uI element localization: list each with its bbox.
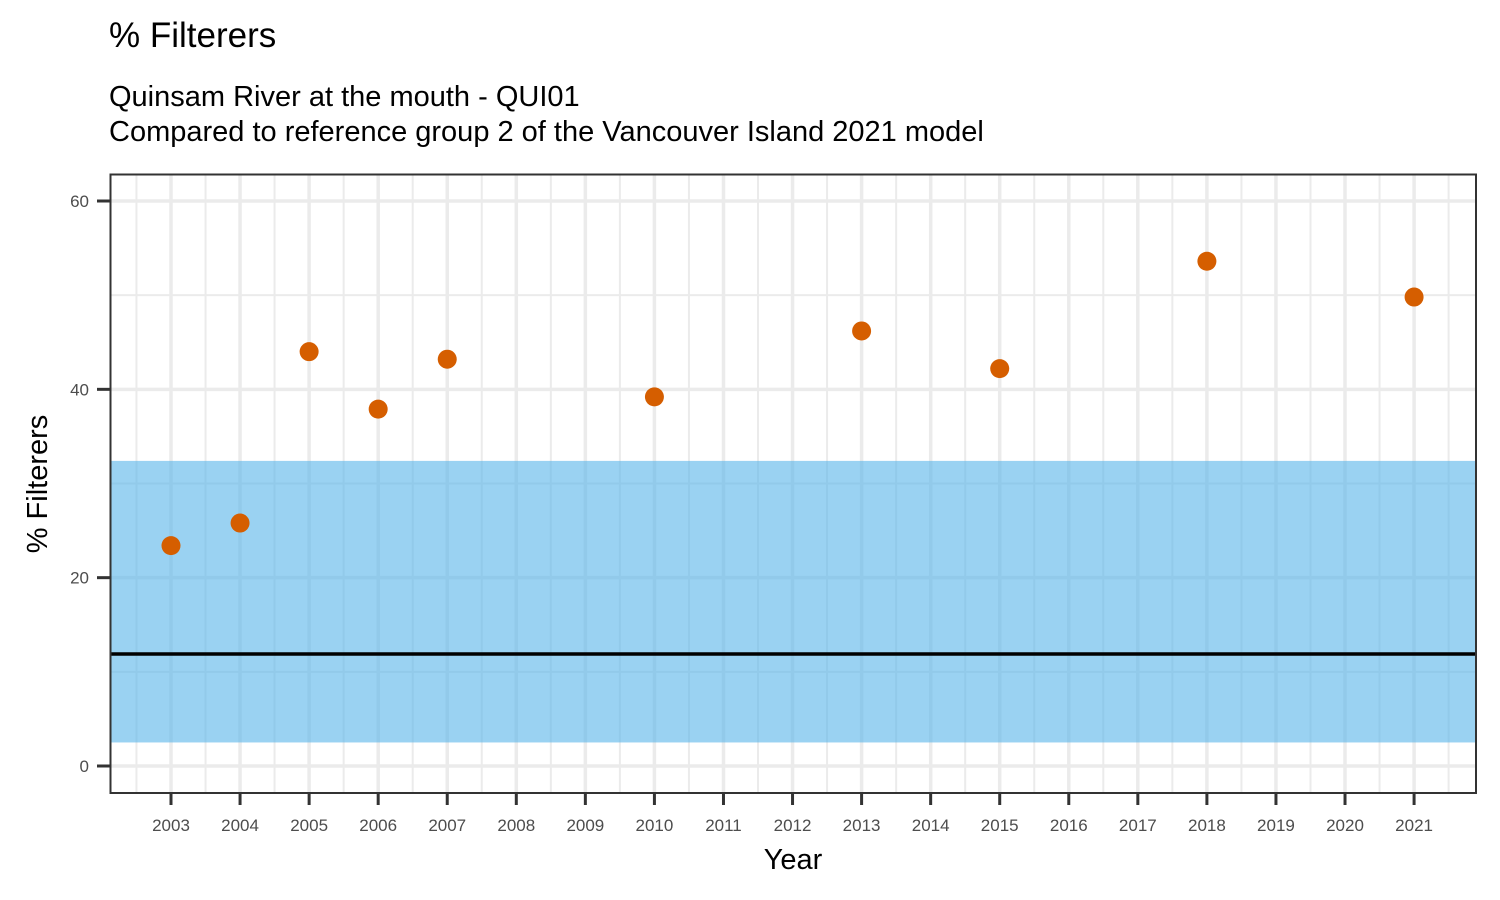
x-tick-label: 2013 bbox=[843, 816, 881, 835]
y-tick-label: 0 bbox=[80, 757, 89, 776]
x-tick-label: 2007 bbox=[428, 816, 466, 835]
chart-subtitle-reference: Compared to reference group 2 of the Van… bbox=[109, 116, 984, 148]
x-tick-label: 2006 bbox=[359, 816, 397, 835]
x-tick-label: 2010 bbox=[636, 816, 674, 835]
data-points bbox=[161, 251, 1424, 556]
y-tick-label: 40 bbox=[70, 380, 89, 399]
x-tick-label: 2015 bbox=[981, 816, 1019, 835]
x-tick-label: 2017 bbox=[1119, 816, 1157, 835]
x-tick-label: 2004 bbox=[221, 816, 259, 835]
data-point bbox=[1197, 251, 1217, 271]
x-tick-label: 2005 bbox=[290, 816, 328, 835]
reference-band bbox=[110, 460, 1476, 743]
y-tick-label: 60 bbox=[70, 192, 89, 211]
x-tick-label: 2020 bbox=[1326, 816, 1364, 835]
data-point bbox=[990, 359, 1010, 379]
data-point bbox=[437, 349, 457, 369]
x-tick-label: 2018 bbox=[1188, 816, 1226, 835]
x-tick-label: 2009 bbox=[566, 816, 604, 835]
data-point bbox=[852, 321, 872, 341]
x-tick-label: 2019 bbox=[1257, 816, 1295, 835]
y-tick-label: 20 bbox=[70, 569, 89, 588]
chart-subtitle-site: Quinsam River at the mouth - QUI01 bbox=[109, 81, 580, 113]
data-point bbox=[299, 342, 319, 362]
data-point bbox=[161, 536, 181, 556]
x-axis-title: Year bbox=[764, 844, 823, 876]
x-tick-label: 2008 bbox=[497, 816, 535, 835]
x-tick-label: 2016 bbox=[1050, 816, 1088, 835]
data-point bbox=[230, 513, 250, 533]
x-tick-label: 2021 bbox=[1395, 816, 1433, 835]
reference-band-rect bbox=[110, 460, 1476, 743]
data-point bbox=[644, 387, 664, 407]
chart-title: % Filterers bbox=[109, 16, 277, 55]
data-point bbox=[368, 399, 388, 419]
y-axis: 0 20 40 60 bbox=[70, 192, 110, 776]
x-tick-label: 2003 bbox=[152, 816, 190, 835]
x-tick-label: 2014 bbox=[912, 816, 950, 835]
x-tick-label: 2011 bbox=[705, 816, 742, 835]
y-axis-title: % Filterers bbox=[22, 415, 54, 554]
data-point bbox=[1404, 287, 1424, 307]
x-axis: 2003 2004 2005 2006 2007 2008 2009 2010 2011 2012… bbox=[152, 793, 1433, 835]
x-tick-label: 2012 bbox=[774, 816, 812, 835]
